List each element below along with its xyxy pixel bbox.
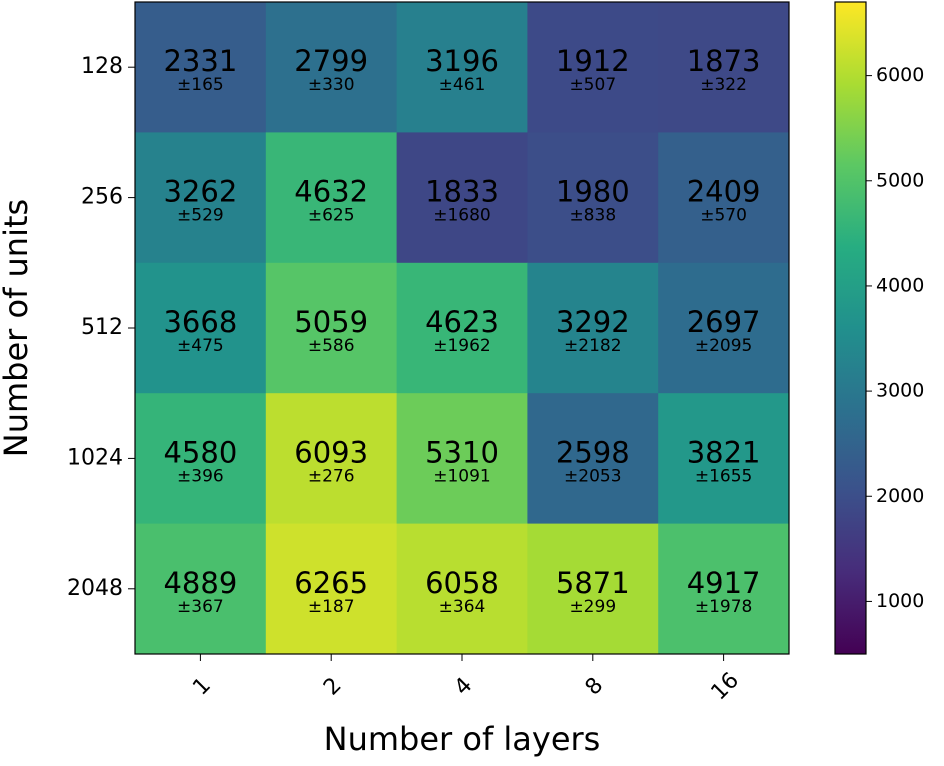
- heatmap-cell: [658, 262, 790, 394]
- colorbar: [834, 1, 867, 655]
- cell-error: ±330: [308, 75, 355, 95]
- cell-error: ±1655: [695, 466, 753, 486]
- cell-value: 2697: [687, 305, 761, 339]
- cell-value: 6093: [294, 435, 368, 469]
- cell-error: ±322: [700, 75, 747, 95]
- heatmap-cell: [265, 132, 398, 264]
- heatmap-cell: [396, 2, 528, 133]
- cell-error: ±586: [308, 336, 355, 356]
- cell-value: 6265: [294, 566, 368, 600]
- heatmap-cell: [527, 393, 659, 525]
- cell-value: 2799: [294, 44, 368, 78]
- cell-error: ±625: [308, 206, 355, 226]
- cell-error: ±2095: [695, 336, 753, 356]
- heatmap-cell: [396, 262, 528, 394]
- cell-value: 3292: [556, 305, 630, 339]
- cell-error: ±299: [569, 597, 616, 617]
- x-tick-label: 4: [450, 673, 478, 701]
- cell-value: 6058: [425, 566, 499, 600]
- heatmap-cell: [265, 262, 398, 394]
- heatmap-cell: [527, 262, 659, 394]
- heatmap-cell: [265, 393, 398, 525]
- x-tick-label: 8: [581, 673, 609, 701]
- cell-error: ±1978: [695, 597, 753, 617]
- cell-error: ±276: [308, 466, 355, 486]
- x-tick-label: 1: [188, 673, 216, 701]
- cell-error: ±367: [177, 597, 224, 617]
- heatmap-cell: [135, 2, 267, 133]
- cell-value: 1833: [425, 175, 499, 209]
- cell-value: 4632: [294, 175, 368, 209]
- colorbar-tick-label: 4000: [876, 274, 924, 296]
- heatmap-cell: [527, 132, 659, 264]
- heatmap-cell: [527, 523, 659, 655]
- cell-error: ±1962: [433, 336, 491, 356]
- heatmap-cell: [135, 262, 267, 394]
- cell-value: 3262: [163, 175, 237, 209]
- heatmap-cell: [658, 132, 790, 264]
- cell-value: 4623: [425, 305, 499, 339]
- cell-error: ±529: [177, 206, 224, 226]
- colorbar-tick-label: 3000: [876, 380, 924, 402]
- cell-error: ±165: [177, 75, 224, 95]
- y-tick-label: 512: [81, 315, 123, 340]
- cell-error: ±838: [569, 206, 616, 226]
- heatmap-cell: [396, 523, 528, 655]
- cell-error: ±1091: [433, 466, 491, 486]
- colorbar-tick-label: 1000: [876, 590, 924, 612]
- cell-error: ±396: [177, 466, 224, 486]
- heatmap-cell: [527, 2, 659, 133]
- cell-value: 4917: [687, 566, 761, 600]
- cell-value: 2409: [687, 175, 761, 209]
- heatmap-cell: [265, 2, 398, 133]
- cell-error: ±2053: [564, 466, 622, 486]
- cell-error: ±461: [439, 75, 486, 95]
- heatmap-cell: [658, 523, 790, 655]
- cell-value: 4889: [163, 566, 237, 600]
- cell-value: 3668: [163, 305, 237, 339]
- x-tick-label: 16: [707, 668, 744, 705]
- heatmap-cell: [396, 393, 528, 525]
- x-axis-label: Number of layers: [324, 720, 601, 758]
- cell-value: 1980: [556, 175, 630, 209]
- cell-error: ±1680: [433, 206, 491, 226]
- heatmap-cell: [135, 132, 267, 264]
- colorbar-tick-label: 2000: [876, 485, 924, 507]
- cell-value: 5310: [425, 435, 499, 469]
- heatmap-cell: [658, 2, 790, 133]
- cell-error: ±2182: [564, 336, 622, 356]
- x-tick-label: 2: [319, 673, 347, 701]
- y-tick-label: 256: [81, 185, 123, 210]
- cell-error: ±507: [569, 75, 616, 95]
- heatmap-cell: [265, 523, 398, 655]
- cell-error: ±364: [439, 597, 486, 617]
- y-tick-label: 128: [81, 54, 123, 79]
- cell-value: 5871: [556, 566, 630, 600]
- cell-error: ±475: [177, 336, 224, 356]
- heatmap-cell: [658, 393, 790, 525]
- cell-value: 3821: [687, 435, 761, 469]
- cell-value: 2598: [556, 435, 630, 469]
- heatmap-cell: [135, 523, 267, 655]
- y-tick-label: 1024: [67, 445, 123, 470]
- cell-value: 5059: [294, 305, 368, 339]
- colorbar-tick-label: 5000: [876, 169, 924, 191]
- heatmap-cell: [396, 132, 528, 264]
- heatmap-cell: [135, 393, 267, 525]
- cell-value: 3196: [425, 44, 499, 78]
- cell-value: 1873: [687, 44, 761, 78]
- cell-error: ±570: [700, 206, 747, 226]
- cell-error: ±187: [308, 597, 355, 617]
- cell-value: 4580: [163, 435, 237, 469]
- y-tick-label: 2048: [67, 576, 123, 601]
- cell-value: 2331: [163, 44, 237, 78]
- colorbar-tick-label: 6000: [876, 64, 924, 86]
- cell-value: 1912: [556, 44, 630, 78]
- y-axis-label: Number of units: [0, 199, 35, 457]
